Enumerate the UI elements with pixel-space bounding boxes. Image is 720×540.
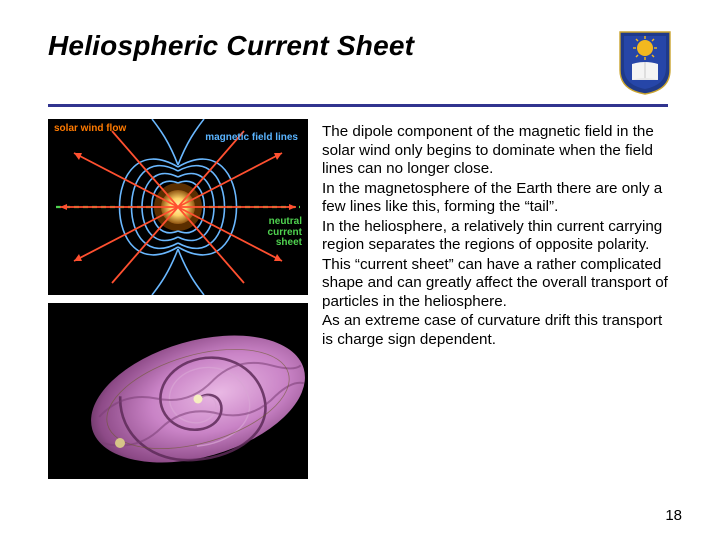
slide: Heliospheric Current Sheet — [0, 0, 720, 540]
title-row: Heliospheric Current Sheet — [48, 30, 672, 96]
paragraph: The dipole component of the magnetic fie… — [322, 123, 672, 179]
body-text: The dipole component of the magnetic fie… — [322, 119, 672, 479]
title-block: Heliospheric Current Sheet — [48, 30, 414, 62]
paragraph: In the magnetosphere of the Earth there … — [322, 180, 672, 217]
content-row: solar wind flow magnetic field lines neu… — [48, 119, 672, 479]
figure-solar-dipole: solar wind flow magnetic field lines neu… — [48, 119, 308, 295]
paragraph: This “current sheet” can have a rather c… — [322, 256, 672, 312]
label-neutral-current-sheet: neutral current sheet — [268, 217, 302, 249]
paragraph: As an extreme case of curvature drift th… — [322, 312, 672, 349]
title-underline — [48, 104, 668, 107]
page-title: Heliospheric Current Sheet — [48, 30, 414, 62]
page-number: 18 — [665, 507, 682, 524]
university-logo — [618, 30, 672, 96]
figure-current-sheet-spiral — [48, 303, 308, 479]
label-solar-wind-flow: solar wind flow — [54, 124, 126, 135]
figures-column: solar wind flow magnetic field lines neu… — [48, 119, 308, 479]
paragraph: In the heliosphere, a relatively thin cu… — [322, 218, 672, 255]
label-magnetic-field-lines: magnetic field lines — [205, 133, 298, 144]
